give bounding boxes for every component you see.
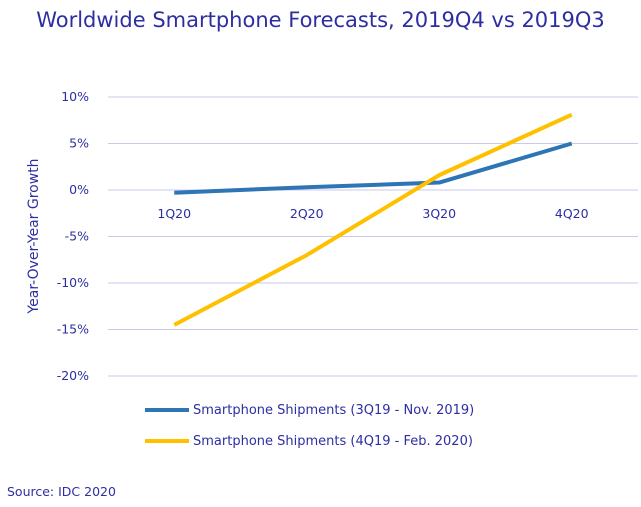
legend-label: Smartphone Shipments (3Q19 - Nov. 2019) xyxy=(193,402,475,418)
legend: Smartphone Shipments (3Q19 - Nov. 2019) … xyxy=(145,400,474,462)
y-tick-label: 0% xyxy=(69,182,89,197)
legend-label: Smartphone Shipments (4Q19 - Feb. 2020) xyxy=(193,433,473,449)
series-line-2 xyxy=(173,112,573,327)
y-tick-label: -20% xyxy=(57,368,89,383)
x-tick-label: 4Q20 xyxy=(555,206,589,221)
source-note: Source: IDC 2020 xyxy=(7,484,116,499)
series-lines xyxy=(173,112,573,327)
x-tick-label: 1Q20 xyxy=(157,206,191,221)
legend-item-series-2: Smartphone Shipments (4Q19 - Feb. 2020) xyxy=(145,431,474,451)
y-tick-label: 10% xyxy=(61,89,89,104)
y-tick-label: -5% xyxy=(65,229,89,244)
legend-swatch xyxy=(145,408,189,412)
gridlines xyxy=(108,96,638,377)
y-tick-label: 5% xyxy=(69,136,89,151)
series-line-1 xyxy=(174,141,573,195)
y-tick-label: -10% xyxy=(57,275,89,290)
y-tick-label: -15% xyxy=(57,322,89,337)
y-axis-ticks: 10% 5% 0% -5% -10% -15% -20% xyxy=(57,89,89,383)
legend-swatch xyxy=(145,439,189,443)
legend-item-series-1: Smartphone Shipments (3Q19 - Nov. 2019) xyxy=(145,400,474,420)
chart-title: Worldwide Smartphone Forecasts, 2019Q4 v… xyxy=(36,8,605,32)
x-axis-ticks: 1Q20 2Q20 3Q20 4Q20 xyxy=(157,206,588,221)
y-axis-label: Year-Over-Year Growth xyxy=(26,158,42,314)
line-chart: 10%5%0%-5%-10%-15%-20% 1Q20 2Q20 3Q20 4Q20 … xyxy=(26,89,638,383)
x-tick-label: 3Q20 xyxy=(422,206,456,221)
x-tick-label: 2Q20 xyxy=(290,206,324,221)
